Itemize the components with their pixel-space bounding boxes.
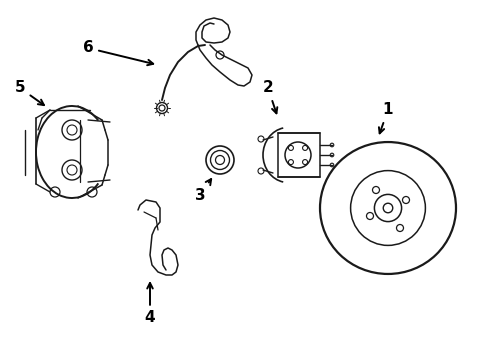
Text: 2: 2 bbox=[263, 81, 277, 113]
Text: 5: 5 bbox=[15, 81, 44, 105]
Text: 1: 1 bbox=[379, 103, 393, 133]
Text: 3: 3 bbox=[195, 179, 211, 202]
Text: 4: 4 bbox=[145, 283, 155, 325]
Text: 6: 6 bbox=[83, 40, 153, 65]
